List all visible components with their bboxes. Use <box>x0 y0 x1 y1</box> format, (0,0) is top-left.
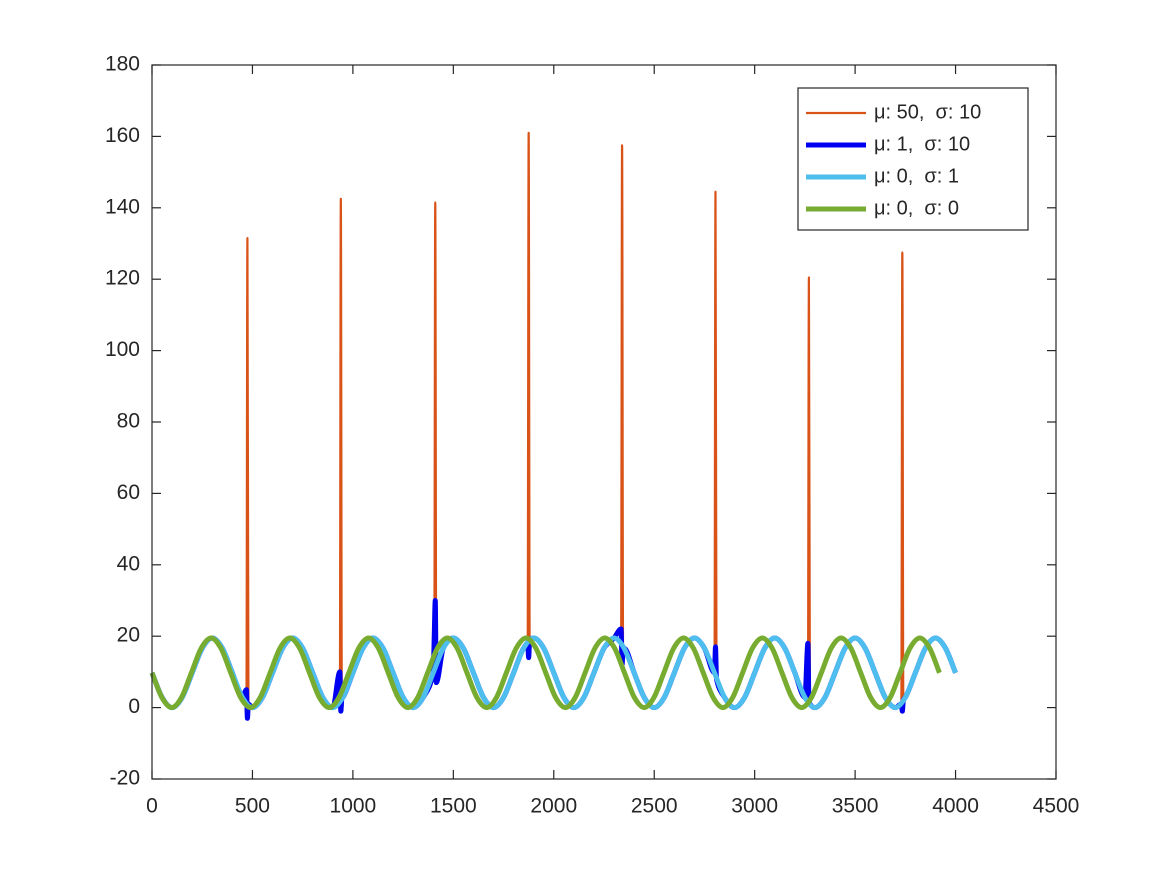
x-tick-label: 0 <box>146 795 158 818</box>
legend-box <box>797 87 1029 231</box>
y-tick-label: 180 <box>105 53 140 76</box>
legend-label: μ: 0, σ: 1 <box>874 165 959 187</box>
x-tick-label: 4500 <box>1033 795 1080 818</box>
x-tick-label: 500 <box>235 795 270 818</box>
y-tick-label: 80 <box>117 410 140 433</box>
x-tick-label: 4000 <box>932 795 979 818</box>
y-tick-label: 40 <box>117 552 140 575</box>
x-tick-label: 3000 <box>731 795 778 818</box>
x-tick-label: 1000 <box>330 795 377 818</box>
y-tick-label: 160 <box>105 124 140 147</box>
y-tick-label: 60 <box>117 481 140 504</box>
x-tick-label: 2500 <box>631 795 678 818</box>
legend-label: μ: 50, σ: 10 <box>874 101 981 123</box>
y-tick-label: 20 <box>117 624 140 647</box>
y-tick-label: 140 <box>105 195 140 218</box>
series-line <box>149 635 942 711</box>
plot-area <box>149 131 958 721</box>
y-tick-label: 0 <box>128 695 140 718</box>
y-tick-label: 120 <box>105 267 140 290</box>
x-tick-label: 1500 <box>430 795 477 818</box>
legend: μ: 50, σ: 10 μ: 1, σ: 10 μ: 0, σ: 1 μ: 0, σ… <box>797 87 1029 231</box>
legend-label: μ: 1, σ: 10 <box>874 133 970 155</box>
x-tick-label: 3500 <box>832 795 879 818</box>
y-tick-label: -20 <box>110 767 140 790</box>
y-tick-label: 100 <box>105 338 140 361</box>
x-tick-label: 2000 <box>530 795 577 818</box>
legend-label: μ: 0, σ: 0 <box>874 197 959 219</box>
